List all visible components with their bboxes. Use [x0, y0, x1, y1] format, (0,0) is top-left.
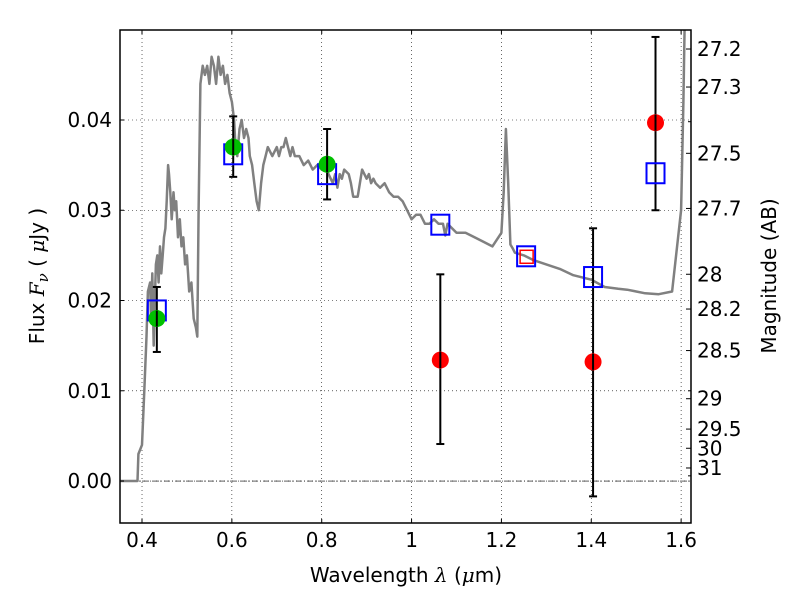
axes-frame — [119, 29, 692, 524]
y-tick-label: 0.04 — [67, 108, 112, 132]
x-tick-label: 1.6 — [665, 528, 697, 552]
model-spectrum-line — [120, 30, 686, 483]
model-photometry-square — [516, 245, 537, 268]
model-photometry-square — [645, 162, 666, 185]
right-tick-label: 28.5 — [697, 339, 742, 363]
right-tick-label: 29.5 — [697, 417, 742, 441]
right-tick-label: 29 — [697, 387, 722, 411]
right-tick-label: 27.7 — [697, 196, 742, 220]
y-tick-label: 0.01 — [67, 379, 112, 403]
y-axis-ticks: 0.00 0.01 0.02 0.03 0.04 — [67, 108, 124, 493]
model-photometry-square — [583, 266, 604, 289]
right-tick-label: 27.2 — [697, 37, 742, 61]
highlighted-band-square — [519, 249, 534, 265]
x-tick-label: 0.6 — [216, 528, 248, 552]
right-tick-label: 31 — [697, 456, 722, 480]
x-tick-label: 0.4 — [126, 528, 158, 552]
x-tick-label: 1 — [405, 528, 418, 552]
right-axis-label: Magnitude (AB) — [757, 198, 781, 353]
x-tick-label: 1.2 — [486, 528, 518, 552]
y-tick-label: 0.03 — [67, 198, 112, 222]
y-tick-label: 0.00 — [67, 469, 112, 493]
series-group — [120, 30, 686, 498]
right-tick-label: 30 — [697, 436, 722, 460]
x-tick-label: 1.4 — [575, 528, 607, 552]
right-tick-label: 28.2 — [697, 297, 742, 321]
right-tick-label: 27.5 — [697, 141, 742, 165]
plot-area — [120, 30, 686, 498]
right-tick-label: 27.3 — [697, 75, 742, 99]
model-photometry-square — [430, 213, 451, 236]
y-axis-label: Flux Fν ( μJy ) — [25, 208, 52, 344]
y-tick-label: 0.02 — [67, 289, 112, 313]
x-axis-label: Wavelength λ (μm) — [310, 563, 502, 587]
right-tick-label: 28 — [697, 262, 722, 286]
x-tick-label: 0.8 — [306, 528, 338, 552]
x-axis-ticks: 0.4 0.6 0.8 1 1.2 1.4 1.6 — [126, 30, 697, 552]
